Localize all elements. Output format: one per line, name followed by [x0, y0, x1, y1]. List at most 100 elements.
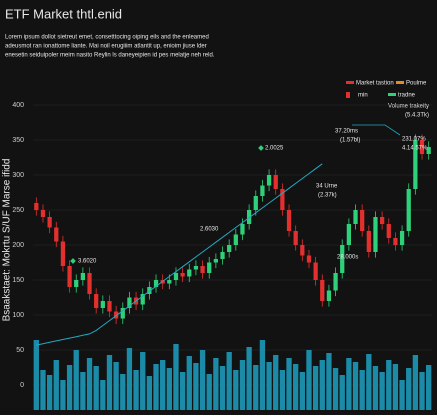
candle-body [379, 217, 385, 224]
volume-bar [73, 350, 79, 410]
volume-bar [166, 368, 172, 410]
volume-bar [179, 372, 186, 410]
volume-bar [146, 376, 153, 410]
candle-body [67, 266, 72, 287]
candle-body [167, 280, 172, 284]
subtitle: enesetin seiduipoler meim nasito Reylin … [5, 53, 215, 59]
volume-bar [206, 374, 212, 410]
volume-bar [293, 364, 299, 410]
volume-bar [126, 348, 133, 410]
volume-bar [412, 355, 419, 410]
volume-bar [379, 372, 385, 410]
volume-bar [332, 368, 339, 410]
candle-body [147, 287, 152, 294]
candle-body [120, 308, 125, 319]
candle-body [200, 266, 205, 273]
annotation: (1.57bl) [340, 138, 360, 144]
annotation: 2.0025 [265, 146, 284, 152]
candle-body [74, 280, 79, 287]
volume-bar [312, 366, 319, 410]
volume-bar [173, 344, 179, 410]
candle-body [280, 189, 285, 210]
annotation: 34 Urne [316, 184, 338, 190]
candle-body [426, 147, 431, 154]
y-tick-label: 50 [16, 347, 24, 354]
candle-body [227, 245, 232, 252]
volume-bar [372, 366, 379, 410]
volume-bar [86, 358, 93, 410]
candle-body [100, 301, 105, 308]
candle-body [406, 189, 411, 231]
volume-bar [253, 365, 259, 410]
candle-body [246, 210, 252, 224]
subtitle: adeusmot ran ionattome liante. Mai noil … [5, 44, 207, 50]
annotation-leader [352, 124, 401, 136]
candle-body [313, 262, 318, 280]
candle-body [220, 252, 225, 259]
candle-body [306, 255, 312, 263]
y-tick-label: 100 [12, 312, 24, 319]
volume-bar [386, 360, 392, 410]
volume-bar [53, 360, 59, 410]
volume-bar [219, 366, 226, 410]
volume-bar [319, 360, 325, 410]
y-axis-label: Bsaakstaet: Mokrtu S/UF Marse ifidd [2, 159, 13, 322]
annotation: 37.20ms [335, 129, 358, 135]
candle-body [233, 234, 238, 245]
candle-body [300, 245, 305, 256]
legend-label: (5.4.3Tk) [405, 113, 429, 119]
candle-body [320, 280, 325, 301]
candle-body [87, 273, 92, 294]
volume-bar [60, 380, 66, 410]
candle-body [413, 140, 418, 189]
candle-body [47, 217, 52, 228]
volume-bar [352, 362, 359, 410]
volume-bar [140, 352, 146, 410]
volume-bar [113, 362, 119, 410]
trend-line [36, 163, 323, 346]
volume-bar [299, 372, 305, 410]
y-tick-label: 350 [12, 137, 24, 144]
candle-body [153, 280, 159, 287]
candle-body [360, 210, 365, 231]
candle-body [419, 140, 425, 154]
annotation: 2.6030 [200, 227, 219, 233]
volume-bar [246, 347, 252, 410]
candle-body [107, 301, 112, 312]
annotation: (2.37k) [318, 193, 337, 199]
y-tick-label: 0 [20, 382, 24, 389]
volume-bar [40, 370, 46, 410]
volume-bar [326, 353, 332, 410]
candle-body [193, 266, 199, 270]
candle-body [60, 241, 66, 266]
candle-body [393, 238, 398, 245]
candle-body [373, 217, 378, 252]
legend-label: Volume trakeity [388, 104, 429, 110]
volume-bar [259, 340, 266, 410]
candle-body [353, 210, 358, 224]
candle-body [240, 224, 245, 235]
annotation: 28.000s [337, 255, 358, 261]
volume-bar [33, 340, 39, 410]
subtitle: Lorem ipsum dollot sietreut emet, conset… [5, 35, 209, 41]
volume-bar [399, 380, 405, 410]
annotation: 231.07% [402, 137, 426, 143]
annotation-marker [258, 145, 264, 151]
volume-bar [160, 360, 166, 410]
annotation: 3.6020 [78, 259, 97, 265]
volume-bar [133, 370, 139, 410]
y-tick-label: 250 [12, 207, 24, 214]
candle-body [399, 231, 405, 245]
candle-body [213, 259, 219, 263]
volume-bar [199, 350, 206, 410]
volume-bar [273, 355, 279, 410]
legend-swatch [396, 81, 404, 84]
volume-bar [306, 350, 312, 410]
volume-bar [286, 358, 292, 410]
candle-body [340, 245, 345, 273]
volume-bar [266, 362, 272, 410]
y-tick-label: 400 [12, 102, 24, 109]
candle-body [286, 210, 292, 231]
